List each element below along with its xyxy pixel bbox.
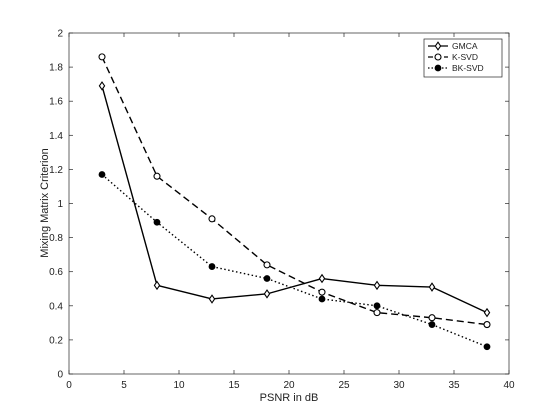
y-tick-label: 1.4	[49, 131, 63, 142]
x-tick-label: 30	[393, 380, 405, 391]
y-axis-label: Mixing Matrix Criterion	[39, 148, 51, 257]
data-point-gmca	[483, 307, 491, 318]
x-tick-label: 25	[338, 380, 350, 391]
legend-marker-k-svd	[434, 53, 442, 61]
y-tick-label: 2	[57, 29, 63, 40]
series-line-gmca	[101, 85, 488, 314]
data-point-k-svd	[153, 172, 161, 180]
data-point-bk-svd	[263, 275, 271, 282]
x-tick-label: 0	[66, 380, 72, 391]
data-point-bk-svd	[428, 321, 436, 328]
data-point-k-svd	[263, 261, 271, 269]
x-tick-label: 5	[121, 380, 127, 391]
data-point-bk-svd	[373, 302, 381, 310]
legend-marker-bk-svd	[434, 64, 442, 72]
data-point-gmca	[208, 294, 216, 304]
y-tick-label: 1	[57, 199, 63, 210]
y-axis: 0 0.2 0.4 0.6 0.8 1 1.2 1.4 1.6 1.8 2	[49, 29, 509, 381]
data-point-bk-svd	[98, 171, 106, 178]
series-line-bk-svd	[101, 173, 488, 348]
data-point-gmca	[428, 282, 436, 292]
data-point-k-svd	[208, 215, 216, 223]
data-point-k-svd	[98, 53, 106, 61]
x-axis: 0 5 10 15 20 25 30 35 40	[66, 33, 515, 391]
data-point-gmca	[373, 280, 381, 291]
y-tick-label: 1.6	[49, 97, 63, 108]
data-point-bk-svd	[153, 218, 161, 226]
x-tick-label: 20	[283, 380, 295, 391]
series-line-k-svd	[101, 56, 488, 326]
y-tick-label: 0	[57, 370, 63, 381]
data-point-gmca	[98, 81, 106, 91]
x-tick-label: 15	[228, 380, 240, 391]
y-tick-label: 0.2	[49, 335, 63, 346]
data-point-bk-svd	[318, 295, 326, 303]
y-tick-label: 0.4	[49, 301, 63, 312]
data-point-bk-svd	[208, 263, 216, 270]
data-point-k-svd	[483, 321, 491, 329]
legend-label-bk-svd: BK-SVD	[452, 63, 484, 73]
data-point-gmca	[263, 289, 271, 299]
data-point-gmca	[318, 273, 326, 284]
x-tick-label: 10	[173, 380, 185, 391]
data-point-k-svd	[373, 309, 381, 317]
series-layer	[98, 53, 491, 351]
x-tick-label: 35	[448, 380, 460, 391]
data-point-k-svd	[428, 314, 436, 322]
data-point-k-svd	[318, 288, 326, 296]
data-point-gmca	[153, 280, 161, 291]
data-point-bk-svd	[483, 343, 491, 351]
y-tick-label: 0.6	[49, 267, 63, 278]
legend-label-k-svd: K-SVD	[452, 52, 478, 62]
x-axis-label: PSNR in dB	[260, 392, 319, 404]
y-tick-label: 0.8	[49, 233, 63, 244]
legend-marker-gmca	[434, 41, 442, 51]
x-tick-label: 40	[503, 380, 515, 391]
y-tick-label: 1.8	[49, 63, 63, 74]
legend-label-gmca: GMCA	[452, 41, 478, 51]
y-tick-label: 1.2	[49, 165, 63, 176]
